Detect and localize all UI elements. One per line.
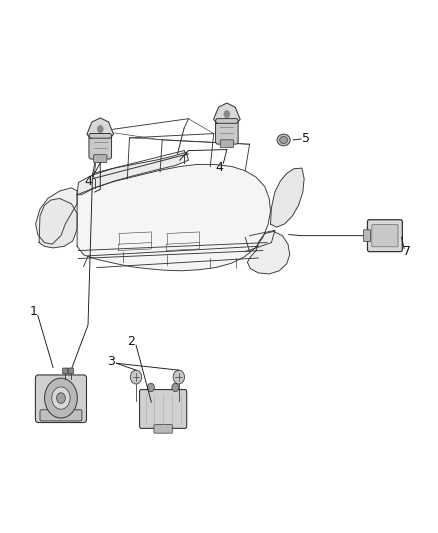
- Circle shape: [97, 125, 103, 133]
- Polygon shape: [39, 198, 77, 248]
- Text: 7: 7: [403, 245, 411, 258]
- Text: 2: 2: [127, 335, 135, 349]
- Circle shape: [57, 393, 65, 403]
- FancyBboxPatch shape: [63, 368, 68, 374]
- Text: 4: 4: [215, 161, 223, 174]
- FancyBboxPatch shape: [364, 230, 371, 241]
- Text: 5: 5: [302, 132, 310, 146]
- Circle shape: [148, 383, 154, 392]
- Text: 1: 1: [29, 305, 37, 318]
- Circle shape: [131, 370, 142, 384]
- Circle shape: [45, 378, 78, 418]
- FancyBboxPatch shape: [94, 155, 107, 163]
- FancyBboxPatch shape: [367, 220, 403, 252]
- FancyBboxPatch shape: [215, 119, 238, 144]
- Circle shape: [52, 387, 70, 409]
- Polygon shape: [271, 168, 304, 227]
- Polygon shape: [77, 152, 188, 195]
- Circle shape: [224, 110, 230, 118]
- FancyBboxPatch shape: [89, 133, 112, 159]
- Polygon shape: [214, 103, 240, 123]
- Polygon shape: [247, 231, 290, 274]
- Text: 4: 4: [84, 175, 92, 188]
- Circle shape: [172, 383, 179, 392]
- FancyBboxPatch shape: [35, 375, 86, 423]
- Polygon shape: [35, 188, 77, 244]
- Ellipse shape: [277, 134, 290, 146]
- Polygon shape: [87, 118, 113, 138]
- Ellipse shape: [280, 136, 288, 143]
- Text: 3: 3: [107, 354, 115, 368]
- Polygon shape: [77, 165, 271, 271]
- FancyBboxPatch shape: [68, 368, 74, 374]
- FancyBboxPatch shape: [372, 224, 398, 247]
- FancyBboxPatch shape: [220, 140, 233, 148]
- FancyBboxPatch shape: [40, 410, 82, 421]
- Circle shape: [173, 370, 184, 384]
- FancyBboxPatch shape: [154, 425, 172, 433]
- FancyBboxPatch shape: [140, 390, 187, 429]
